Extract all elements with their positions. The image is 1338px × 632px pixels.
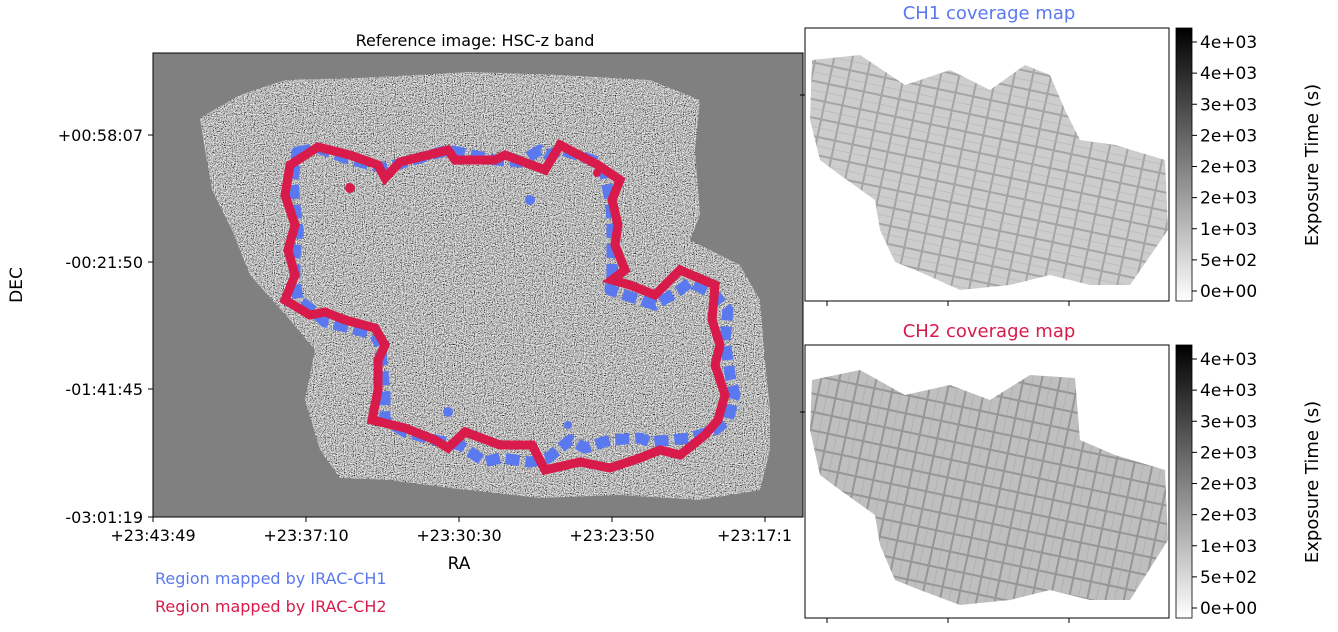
ch2-colorbar-label: Exposure Time (s) (1302, 401, 1323, 563)
ch1-marker (443, 407, 453, 417)
dec-axis: +00:58:07 -00:21:50 -01:41:45 -03:01:19 … (7, 126, 153, 527)
ch1-axes-frame (804, 27, 1170, 302)
ra-tick-label: +23:17:1 (717, 526, 792, 545)
colorbar-tick-label: 5e+02 (1200, 251, 1257, 271)
dec-tick-label: -03:01:19 (65, 508, 143, 527)
ra-axis: +23:43:49 +23:37:10 +23:30:30 +23:23:50 … (110, 517, 792, 574)
ra-tick-label: +23:37:10 (263, 526, 348, 545)
ch1-colorbar (1175, 27, 1193, 302)
colorbar-tick-label: 4e+03 (1200, 350, 1257, 370)
colorbar-tick-label: 3e+03 (1200, 95, 1257, 115)
ch1-colorbar-label: Exposure Time (s) (1302, 84, 1323, 246)
irac-ch2-region (279, 139, 730, 476)
ch1-marker (564, 421, 572, 429)
legend-ch2: Region mapped by IRAC-CH2 (155, 597, 387, 616)
colorbar-tick-label: 2e+03 (1200, 506, 1257, 526)
ch2-colorbar (1175, 344, 1193, 619)
dec-tick-label: +00:58:07 (58, 126, 143, 145)
ch2-axes-frame (804, 344, 1170, 619)
colorbar-tick-label: 1e+03 (1200, 537, 1257, 557)
colorbar-tick-label: 5e+02 (1200, 568, 1257, 588)
legend-ch1: Region mapped by IRAC-CH1 (155, 569, 387, 588)
colorbar-tick-label: 0e+00 (1200, 282, 1257, 302)
legend: Region mapped by IRAC-CH1 Region mapped … (155, 569, 387, 616)
dec-tick-label: -00:21:50 (65, 253, 143, 272)
ra-tick-label: +23:23:50 (569, 526, 654, 545)
colorbar-tick-label: 2e+03 (1200, 189, 1257, 209)
hsc-axes-frame (152, 52, 804, 518)
ra-tick-label: +23:43:49 (110, 526, 195, 545)
colorbar-tick-label: 2e+03 (1200, 443, 1257, 463)
dec-axis-label: DEC (7, 267, 27, 303)
colorbar-tick-label: 2e+03 (1200, 158, 1257, 178)
ch2-marker (345, 183, 355, 193)
ch2-colorbar-ticks: 0e+00 5e+02 1e+03 2e+03 2e+03 2e+03 3e+03 4e+03… (1192, 350, 1257, 619)
ch1-coverage-panel: CH1 coverage map 0e+00 5e+02 1e+03 2e+03 2e+… (800, 3, 1323, 306)
ch2-marker (593, 169, 601, 177)
ch1-colorbar-ticks: 0e+00 5e+02 1e+03 2e+03 2e+03 2e+03 3e+03 4e+03… (1192, 33, 1257, 302)
hsc-image-panel: Reference image: HSC-z band +00:58:07 -0… (7, 31, 804, 616)
colorbar-tick-label: 1e+03 (1200, 220, 1257, 240)
hsc-panel-title: Reference image: HSC-z band (356, 31, 595, 50)
ch1-marker (525, 195, 535, 205)
ch2-panel-title: CH2 coverage map (903, 321, 1076, 342)
ch2-coverage-panel: CH2 coverage map 0e+00 5e+02 1e+03 2e+03 2e+… (800, 321, 1323, 623)
colorbar-tick-label: 2e+03 (1200, 475, 1257, 495)
colorbar-tick-label: 3e+03 (1200, 412, 1257, 432)
colorbar-tick-label: 4e+03 (1200, 381, 1257, 401)
ra-tick-label: +23:30:30 (416, 526, 501, 545)
ch1-panel-title: CH1 coverage map (903, 3, 1076, 24)
colorbar-tick-label: 4e+03 (1200, 64, 1257, 84)
colorbar-tick-label: 4e+03 (1200, 33, 1257, 53)
ra-axis-label: RA (448, 554, 471, 574)
colorbar-tick-label: 0e+00 (1200, 599, 1257, 619)
colorbar-tick-label: 2e+03 (1200, 126, 1257, 146)
dec-tick-label: -01:41:45 (65, 380, 143, 399)
